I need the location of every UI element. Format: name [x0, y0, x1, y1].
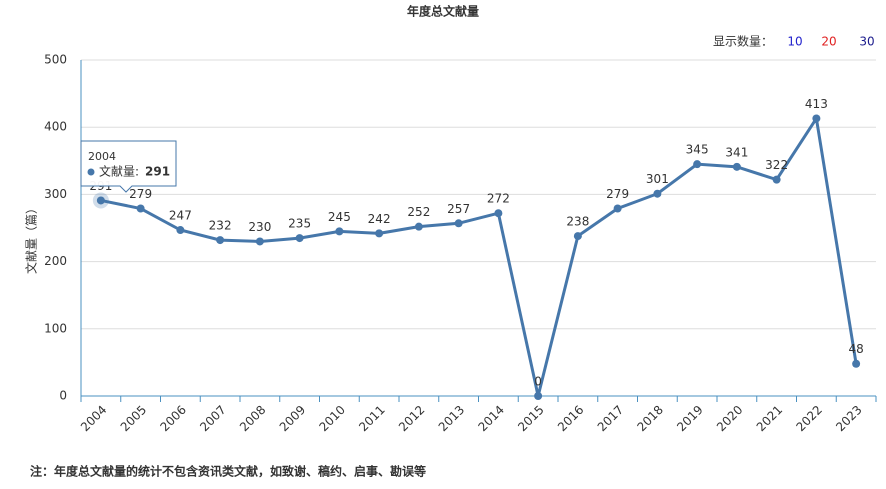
tooltip-label: 文献量:	[99, 164, 139, 179]
x-tick-label: 2023	[833, 403, 864, 434]
data-label: 279	[606, 187, 629, 201]
point	[732, 162, 741, 171]
point	[573, 232, 582, 241]
point	[653, 189, 662, 198]
x-tick-label: 2006	[157, 403, 188, 434]
x-tick-label: 2015	[515, 403, 546, 434]
x-tick-label: 2017	[595, 403, 626, 434]
y-axis-title: 文献量（篇）	[24, 202, 39, 274]
display-count-option[interactable]: 20	[821, 35, 836, 49]
y-tick-label: 0	[59, 389, 67, 403]
note: 注：年度总文献量的统计不包含资讯类文献，如致谢、稿约、启事、勘误等	[30, 464, 426, 479]
data-label: 413	[805, 97, 828, 111]
data-label: 235	[288, 217, 311, 231]
point	[693, 160, 702, 169]
display-count-option[interactable]: 30	[859, 35, 874, 49]
data-label: 257	[447, 202, 470, 216]
data-label: 345	[686, 143, 709, 157]
tooltip-marker	[87, 168, 95, 176]
point	[414, 222, 423, 231]
data-label: 48	[848, 342, 863, 356]
data-label: 232	[209, 219, 232, 233]
point	[96, 196, 105, 205]
x-tick-label: 2021	[754, 403, 785, 434]
data-label: 272	[487, 192, 510, 206]
x-tick-label: 2005	[118, 403, 149, 434]
display-count-label: 显示数量：	[713, 34, 773, 49]
x-tick-label: 2007	[197, 403, 228, 434]
x-tick-label: 2014	[475, 403, 506, 434]
x-tick-label: 2022	[793, 403, 824, 434]
y-tick-label: 100	[44, 321, 67, 335]
point	[216, 236, 225, 245]
data-label: 230	[248, 220, 271, 234]
x-tick-label: 2019	[674, 403, 705, 434]
point	[534, 392, 543, 400]
x-tick-label: 2010	[316, 403, 347, 434]
point	[136, 204, 145, 213]
data-label: 322	[765, 158, 788, 172]
x-tick-label: 2016	[555, 403, 586, 434]
y-tick-label: 300	[44, 187, 67, 201]
x-tick-label: 2004	[78, 403, 109, 434]
tooltip-value: 291	[145, 165, 170, 179]
data-label: 341	[725, 145, 748, 159]
point	[772, 175, 781, 184]
x-tick-label: 2020	[714, 403, 745, 434]
data-label: 279	[129, 187, 152, 201]
x-tick-label: 2009	[277, 403, 308, 434]
data-label: 242	[368, 212, 391, 226]
x-tick-label: 2012	[396, 403, 427, 434]
x-tick-label: 2013	[436, 403, 467, 434]
point	[335, 227, 344, 236]
y-tick-label: 200	[44, 254, 67, 268]
point	[812, 114, 821, 123]
point	[255, 237, 264, 246]
data-label: 252	[407, 205, 430, 219]
tooltip-box	[80, 140, 177, 193]
point	[494, 209, 503, 218]
point	[375, 229, 384, 238]
y-tick-label: 500	[44, 53, 67, 67]
tooltip-category: 2004	[88, 150, 116, 163]
x-tick-label: 2011	[356, 403, 387, 434]
display-count-option[interactable]: 10	[787, 35, 802, 49]
x-tick-label: 2018	[634, 403, 665, 434]
point	[613, 204, 622, 213]
data-label: 238	[566, 215, 589, 229]
line	[100, 114, 858, 397]
data-label: 247	[169, 209, 192, 223]
chart-title: 年度总文献量	[407, 4, 479, 19]
point	[852, 359, 861, 368]
data-label: 0	[534, 375, 542, 389]
data-label: 245	[328, 210, 351, 224]
point	[176, 226, 185, 235]
point	[295, 234, 304, 243]
point	[454, 219, 463, 228]
y-tick-label: 400	[44, 120, 67, 134]
x-tick-label: 2008	[237, 403, 268, 434]
data-label: 301	[646, 172, 669, 186]
